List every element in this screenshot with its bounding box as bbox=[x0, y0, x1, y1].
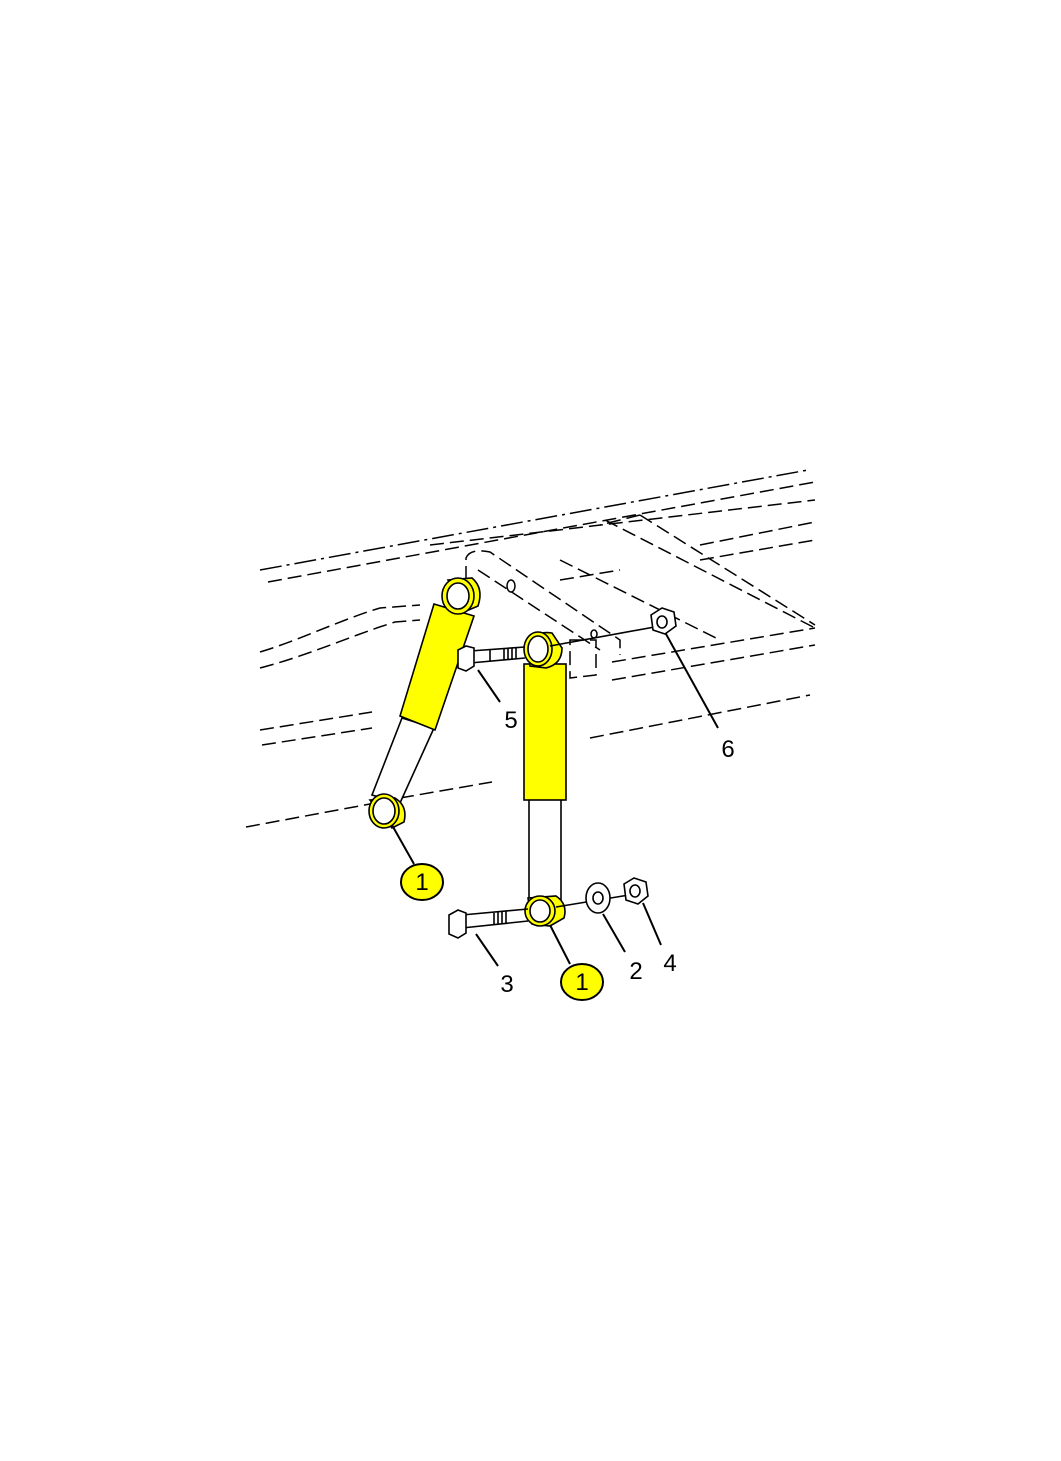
leader-lines bbox=[391, 633, 719, 967]
lower-nut bbox=[623, 877, 649, 905]
shock-absorber-left bbox=[368, 577, 481, 830]
callout-label-6: 6 bbox=[721, 736, 734, 763]
callout-label-2: 2 bbox=[629, 958, 642, 985]
callout-label-3: 3 bbox=[500, 971, 513, 998]
callout-1-right: 1 bbox=[560, 963, 604, 1001]
lower-bolt bbox=[448, 893, 636, 939]
washer bbox=[585, 882, 611, 914]
upper-bolt bbox=[457, 625, 661, 672]
vehicle-frame bbox=[245, 469, 816, 828]
shock-absorber-right bbox=[523, 631, 567, 927]
callout-label-1-right: 1 bbox=[575, 969, 588, 996]
callout-label-4: 4 bbox=[663, 950, 676, 977]
callout-label-1-left: 1 bbox=[415, 869, 428, 896]
callout-label-5: 5 bbox=[504, 707, 517, 734]
callout-1-left: 1 bbox=[400, 863, 444, 901]
upper-nut bbox=[650, 607, 677, 635]
